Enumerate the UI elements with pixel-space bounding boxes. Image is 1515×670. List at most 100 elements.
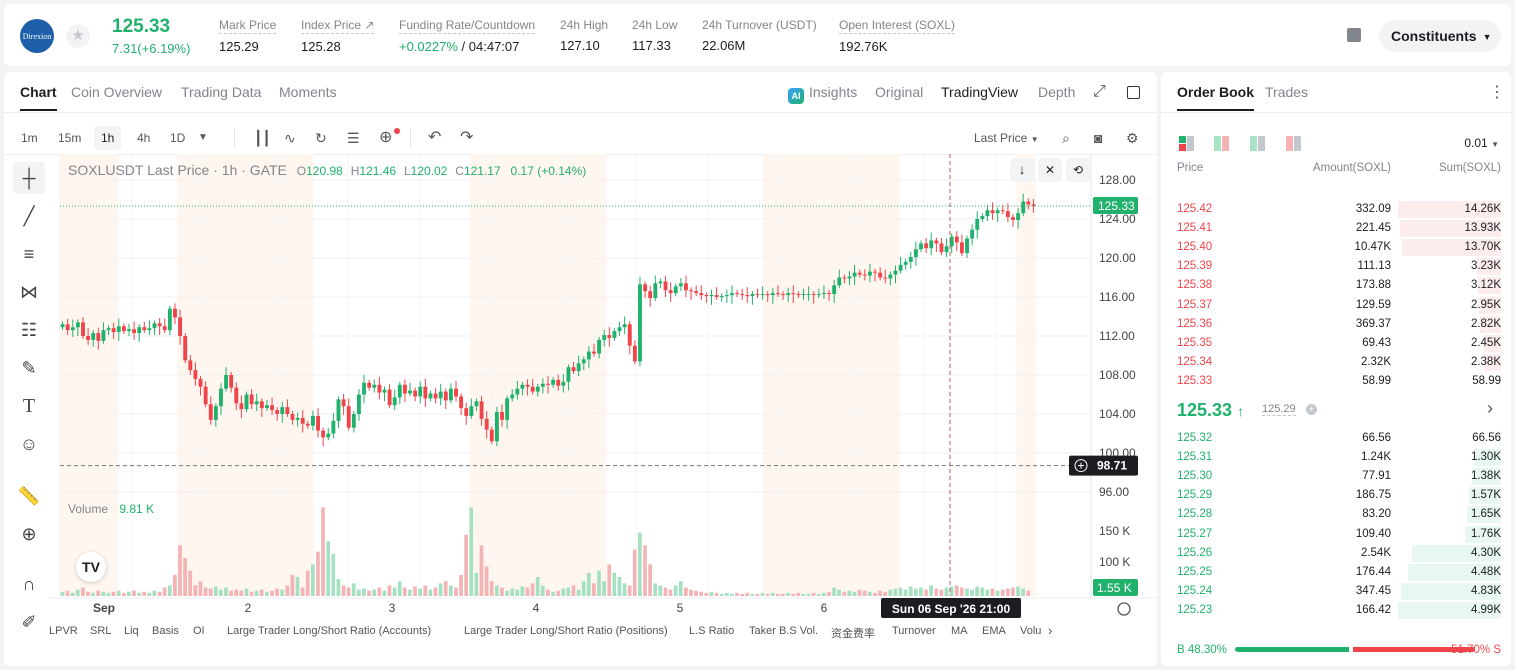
fullscreen-icon[interactable] xyxy=(1127,86,1140,99)
tab-tradingview[interactable]: TradingView xyxy=(941,84,1019,100)
tab-trading-data[interactable]: Trading Data xyxy=(181,84,262,100)
indicator-liq[interactable]: Liq xyxy=(124,625,139,637)
favorite-star-icon[interactable]: ★ xyxy=(66,24,90,48)
price-type-select[interactable]: Last Price ▼ xyxy=(974,131,1039,145)
ask-row[interactable]: 125.37 129.59 2.95K xyxy=(1161,296,1511,315)
bid-row[interactable]: 125.29 186.75 1.57K xyxy=(1161,486,1511,505)
candle-body xyxy=(91,333,96,340)
indicator-turnover[interactable]: Turnover xyxy=(892,625,936,637)
tab-moments[interactable]: Moments xyxy=(279,84,337,100)
indicator-srl[interactable]: SRL xyxy=(90,625,112,637)
compare-icon[interactable]: ↻ xyxy=(315,130,327,146)
stat-index-price[interactable]: Index Price ↗ 125.28 xyxy=(301,18,375,54)
ruler-tool-icon[interactable]: 📏 xyxy=(17,485,41,506)
templates-icon[interactable]: ☰ xyxy=(347,130,360,146)
constituents-dropdown[interactable]: Constituents ▼ xyxy=(1379,20,1501,52)
crosshair-tool-icon[interactable]: ┼ xyxy=(13,162,45,194)
tab-original[interactable]: Original xyxy=(875,84,924,100)
scroll-down-icon[interactable]: ↓ xyxy=(1010,158,1034,182)
bid-row[interactable]: 125.23 166.42 4.99K xyxy=(1161,601,1511,620)
stat-mark-price[interactable]: Mark Price 125.29 xyxy=(219,18,277,54)
timeframe-1h[interactable]: 1h xyxy=(94,126,122,150)
expand-icon[interactable]: ⤢ xyxy=(1093,83,1106,100)
chart-panel: Chart Coin Overview Trading Data Moments… xyxy=(4,72,1157,666)
indicator-lsr-positions[interactable]: Large Trader Long/Short Ratio (Positions… xyxy=(464,625,668,637)
camera-icon[interactable]: ◙ xyxy=(1094,130,1103,146)
tab-chart[interactable]: Chart xyxy=(20,84,57,111)
ask-row[interactable]: 125.33 58.99 58.99 xyxy=(1161,372,1511,391)
indicator-basis[interactable]: Basis xyxy=(152,625,179,637)
stat-open-interest[interactable]: Open Interest (SOXL) 192.76K xyxy=(839,18,956,54)
search-icon[interactable]: ⌕ xyxy=(1062,130,1070,146)
pattern-tool-icon[interactable]: ⋈ xyxy=(20,281,38,302)
zoom-tool-icon[interactable]: ⊕ xyxy=(21,523,37,544)
timeframe-1m[interactable]: 1m xyxy=(21,131,38,145)
ask-row[interactable]: 125.35 69.43 2.45K xyxy=(1161,334,1511,353)
tab-trades[interactable]: Trades xyxy=(1265,84,1309,100)
indicator-lpvr[interactable]: LPVR xyxy=(49,625,78,637)
magnet-tool-icon[interactable]: ∩ xyxy=(22,573,36,594)
bid-row[interactable]: 125.30 77.91 1.38K xyxy=(1161,467,1511,486)
timeframe-4h[interactable]: 4h xyxy=(137,131,151,145)
chevron-right-icon[interactable]: › xyxy=(1048,623,1053,638)
candle-body xyxy=(852,272,857,277)
view-bids-icon[interactable] xyxy=(1250,136,1266,152)
indicator-lsr-accounts[interactable]: Large Trader Long/Short Ratio (Accounts) xyxy=(227,625,432,637)
bid-row[interactable]: 125.31 1.24K 1.30K xyxy=(1161,448,1511,467)
reset-view-icon[interactable]: ⟲ xyxy=(1066,158,1090,182)
ask-row[interactable]: 125.40 10.47K 13.70K xyxy=(1161,238,1511,257)
trendline-tool-icon[interactable]: ╱ xyxy=(23,205,35,226)
indicator-ema[interactable]: EMA xyxy=(982,625,1006,637)
text-tool-icon[interactable]: T xyxy=(22,394,36,417)
collapse-icon[interactable]: ✕ xyxy=(1038,158,1062,182)
tab-insights[interactable]: AI Insights xyxy=(788,84,857,104)
ask-row[interactable]: 125.36 369.37 2.82K xyxy=(1161,315,1511,334)
indicator-volume[interactable]: Volu xyxy=(1020,625,1042,637)
bid-row[interactable]: 125.25 176.44 4.48K xyxy=(1161,563,1511,582)
ask-row[interactable]: 125.34 2.32K 2.38K xyxy=(1161,353,1511,372)
indicator-taker-vol[interactable]: Taker B.S Vol. xyxy=(749,625,819,637)
bid-row[interactable]: 125.24 347.45 4.83K xyxy=(1161,582,1511,601)
more-icon[interactable]: ⋮ xyxy=(1489,84,1505,101)
undo-icon[interactable]: ↶ xyxy=(428,129,442,146)
ask-row[interactable]: 125.42 332.09 14.26K xyxy=(1161,200,1511,219)
pencil-tool-icon[interactable]: ✐ xyxy=(21,611,37,632)
price-chart[interactable]: 128.00 124.00 120.00 116.00 112.00 108.00 104.… xyxy=(4,72,1157,620)
tab-order-book[interactable]: Order Book xyxy=(1177,84,1255,111)
indicators-icon[interactable]: ∿ xyxy=(284,130,296,146)
volume-bar xyxy=(581,581,586,596)
view-both-icon[interactable] xyxy=(1179,136,1195,152)
view-asks-icon[interactable] xyxy=(1286,136,1302,152)
indicator-funding[interactable]: 资金费率 xyxy=(831,628,875,640)
fib-tool-icon[interactable]: ☷ xyxy=(20,319,38,340)
tab-depth[interactable]: Depth xyxy=(1038,84,1076,100)
ask-row[interactable]: 125.39 111.13 3.23K xyxy=(1161,257,1511,276)
settings-gear-icon[interactable]: ⚙ xyxy=(1126,130,1139,146)
view-bids-asks-icon[interactable] xyxy=(1214,136,1230,152)
indicator-ma[interactable]: MA xyxy=(951,625,968,637)
bid-row[interactable]: 125.27 109.40 1.76K xyxy=(1161,525,1511,544)
precision-select[interactable]: 0.01 ▼ xyxy=(1464,136,1499,150)
redo-icon[interactable]: ↷ xyxy=(460,129,474,146)
ask-row[interactable]: 125.38 173.88 3.12K xyxy=(1161,276,1511,295)
chevron-right-icon[interactable]: › xyxy=(1487,398,1493,418)
info-icon[interactable]: + xyxy=(1306,404,1317,415)
bid-row[interactable]: 125.28 83.20 1.65K xyxy=(1161,505,1511,524)
bid-row[interactable]: 125.26 2.54K 4.30K xyxy=(1161,544,1511,563)
stat-funding-rate[interactable]: Funding Rate/Countdown +0.0227% / 04:47:… xyxy=(399,18,536,54)
ask-row[interactable]: 125.41 221.45 13.93K xyxy=(1161,219,1511,238)
indicator-oi[interactable]: OI xyxy=(193,625,205,637)
emoji-tool-icon[interactable]: ☺ xyxy=(19,433,39,454)
timeframe-caret-icon[interactable]: ▼ xyxy=(198,132,208,143)
add-alert-icon[interactable]: ⊕ xyxy=(379,126,400,150)
bid-row[interactable]: 125.32 66.56 66.56 xyxy=(1161,429,1511,448)
timeframe-15m[interactable]: 15m xyxy=(58,131,82,145)
tab-coin-overview[interactable]: Coin Overview xyxy=(71,84,163,100)
horizontal-lines-tool-icon[interactable]: ≡ xyxy=(23,243,35,264)
indicator-ls-ratio[interactable]: L.S Ratio xyxy=(689,625,735,637)
mid-mark-price[interactable]: 125.29 xyxy=(1262,403,1296,416)
candle-type-icon[interactable]: ┃┃ xyxy=(254,130,271,146)
book-icon[interactable] xyxy=(1347,28,1361,42)
brush-tool-icon[interactable]: ✎ xyxy=(21,357,37,378)
timeframe-1d[interactable]: 1D xyxy=(170,131,186,145)
